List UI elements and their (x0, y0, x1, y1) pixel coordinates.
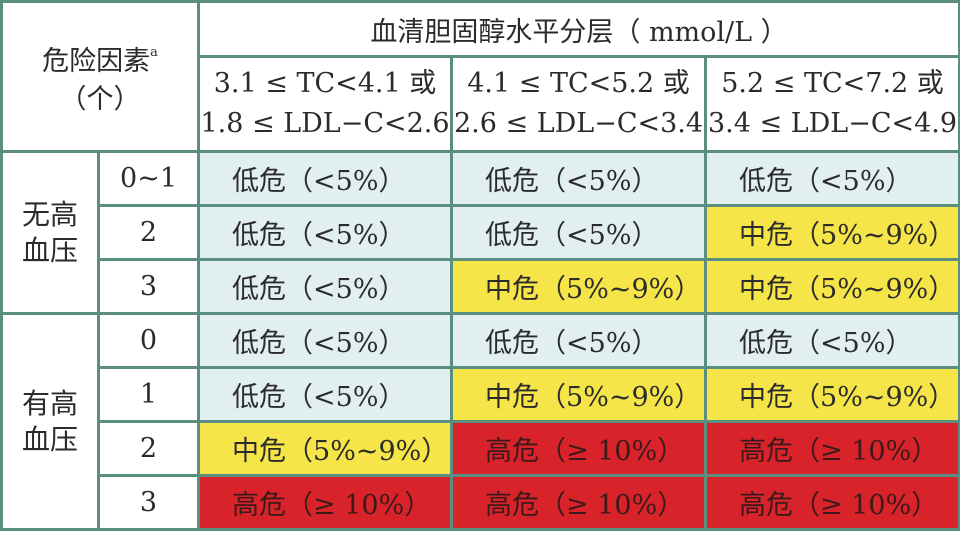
risk-cell: 低危（<5%） (450, 204, 708, 261)
risk-cell: 中危（5%~9%） (450, 366, 708, 423)
risk-cell: 低危（<5%） (197, 204, 454, 261)
risk-cell: 高危（≥ 10%） (704, 474, 960, 531)
risk-cell: 高危（≥ 10%） (197, 474, 454, 531)
risk-cell: 中危（5%~9%） (197, 420, 454, 477)
group-label-no-hypertension: 无高 血压 (0, 150, 100, 315)
risk-factor-label: 危险因素 (42, 46, 151, 77)
table-row: 1 低危（<5%） 中危（5%~9%） 中危（5%~9%） (2, 366, 960, 423)
column-header-1-line2: 1.8 ≤ LDL−C<2.6 (200, 108, 450, 139)
table-row: 3 低危（<5%） 中危（5%~9%） 中危（5%~9%） (2, 258, 960, 315)
factor-count: 3 (96, 474, 201, 531)
table-row: 3 高危（≥ 10%） 高危（≥ 10%） 高危（≥ 10%） (2, 474, 960, 531)
table-row: 无高 血压 0~1 低危（<5%） 低危（<5%） 低危（<5%） (0, 150, 960, 315)
risk-cell: 中危（5%~9%） (450, 258, 708, 315)
table-row: 2 低危（<5%） 低危（<5%） 中危（5%~9%） (2, 204, 960, 261)
column-header-3-line1: 5.2 ≤ TC<7.2 或 (721, 68, 944, 99)
risk-cell: 低危（<5%） (197, 150, 454, 207)
cholesterol-level-header: 血清胆固醇水平分层（ mmol/L ） (197, 0, 960, 58)
risk-cell: 中危（5%~9%） (704, 258, 960, 315)
factor-count: 1 (96, 366, 201, 423)
risk-cell: 低危（<5%） (450, 312, 708, 369)
factor-count: 3 (96, 258, 201, 315)
risk-factor-footnote-mark: a (150, 45, 158, 60)
column-header-1-line1: 3.1 ≤ TC<4.1 或 (213, 68, 437, 99)
column-header-2: 4.1 ≤ TC<5.2 或 2.6 ≤ LDL−C<3.4 (450, 55, 708, 153)
risk-factor-unit: （个） (59, 84, 141, 115)
column-header-3: 5.2 ≤ TC<7.2 或 3.4 ≤ LDL−C<4.9 (704, 55, 960, 153)
risk-cell: 中危（5%~9%） (704, 366, 960, 423)
column-header-3-line2: 3.4 ≤ LDL−C<4.9 (707, 108, 958, 139)
risk-cell: 高危（≥ 10%） (450, 474, 708, 531)
factor-count: 2 (96, 420, 201, 477)
column-header-1: 3.1 ≤ TC<4.1 或 1.8 ≤ LDL−C<2.6 (197, 55, 454, 153)
risk-cell: 低危（<5%） (704, 312, 960, 369)
risk-cell: 低危（<5%） (704, 150, 960, 207)
risk-cell: 低危（<5%） (450, 150, 708, 207)
risk-cell: 高危（≥ 10%） (704, 420, 960, 477)
group-label-hypertension: 有高 血压 (0, 312, 100, 531)
risk-cell: 低危（<5%） (197, 366, 454, 423)
table-row: 2 中危（5%~9%） 高危（≥ 10%） 高危（≥ 10%） (2, 420, 960, 477)
factor-count: 0~1 (96, 150, 201, 207)
header-row-2: 3.1 ≤ TC<4.1 或 1.8 ≤ LDL−C<2.6 4.1 ≤ TC<… (2, 55, 960, 153)
column-header-2-line2: 2.6 ≤ LDL−C<3.4 (453, 108, 704, 139)
risk-cell: 低危（<5%） (197, 312, 454, 369)
risk-cell: 高危（≥ 10%） (450, 420, 708, 477)
column-header-2-line1: 4.1 ≤ TC<5.2 或 (467, 68, 690, 99)
factor-count: 2 (96, 204, 201, 261)
risk-factor-header: 危险因素a （个） (0, 0, 201, 153)
factor-count: 0 (96, 312, 201, 369)
risk-cell: 低危（<5%） (197, 258, 454, 315)
risk-cell: 中危（5%~9%） (704, 204, 960, 261)
header-row-1: 危险因素a （个） 血清胆固醇水平分层（ mmol/L ） (0, 0, 960, 153)
table-row: 有高 血压 0 低危（<5%） 低危（<5%） 低危（<5%） (0, 312, 960, 531)
